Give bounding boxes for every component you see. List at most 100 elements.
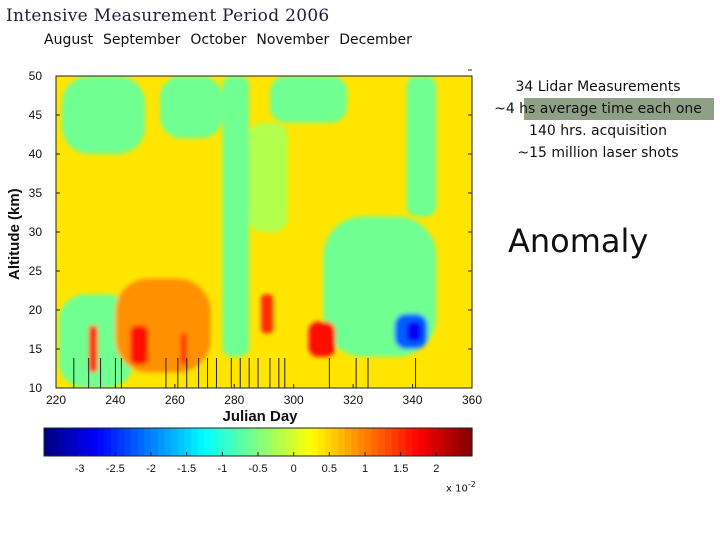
colorbar-segment — [144, 428, 152, 456]
month-label: October — [190, 32, 247, 48]
month-labels: August September October November Decemb… — [44, 32, 412, 48]
colorbar-tick-label: -2.5 — [106, 463, 125, 475]
y-tick-label: 15 — [29, 342, 43, 356]
colorbar-segment — [344, 428, 353, 456]
info-box: 34 Lidar Measurements ~4 hs average time… — [480, 76, 716, 164]
colorbar-segment — [418, 428, 426, 456]
x-tick-label: 260 — [165, 393, 185, 407]
colorbar-segment — [44, 428, 52, 456]
heatmap-region-blue-core — [406, 321, 422, 342]
colorbar-segment — [438, 428, 446, 456]
heatmap-region-upper-cyan-band-2 — [160, 76, 223, 139]
colorbar-segment — [365, 428, 373, 456]
anomaly-label: Anomaly — [508, 222, 649, 260]
info-line: 140 hrs. acquisition — [529, 123, 667, 139]
y-tick-label: 10 — [29, 381, 43, 395]
y-tick-label: 20 — [29, 303, 43, 317]
colorbar-segment — [151, 428, 159, 456]
colorbar-tick-label: 1 — [362, 463, 368, 475]
month-label: December — [339, 32, 412, 48]
colorbar-segment — [117, 428, 125, 456]
x-tick-label: 360 — [462, 393, 482, 407]
colorbar-segment — [391, 428, 400, 456]
colorbar-segment — [130, 428, 139, 456]
month-label: August — [44, 32, 93, 48]
y-tick-label: 40 — [29, 147, 43, 161]
colorbar-segment — [224, 428, 232, 456]
colorbar-segment — [90, 428, 99, 456]
colorbar-exponent-base: x 10 — [446, 483, 468, 495]
colorbar-segment — [278, 428, 286, 456]
colorbar-segment — [405, 428, 413, 456]
highlight-bar — [524, 98, 714, 120]
colorbar-segment — [231, 428, 239, 456]
heatmap-region-red-patch-d — [261, 294, 273, 334]
y-tick-label: 45 — [29, 108, 43, 122]
colorbar-segment — [318, 428, 326, 456]
colorbar-segment — [324, 428, 333, 456]
colorbar-segment — [291, 428, 299, 456]
colorbar-segment — [64, 428, 72, 456]
colorbar-segment — [57, 428, 65, 456]
colorbar-segment — [284, 428, 293, 456]
colorbar-tick-label: 0 — [291, 463, 297, 475]
colorbar-segment — [70, 428, 79, 456]
colorbar-exponent: x 10-2 — [446, 480, 476, 494]
colorbar-segment — [217, 428, 226, 456]
colorbar-segment — [244, 428, 252, 456]
colorbar-segment — [191, 428, 199, 456]
colorbar-tick-label: -2 — [146, 463, 156, 475]
colorbar-segment — [351, 428, 359, 456]
colorbar-segment — [124, 428, 132, 456]
heatmap-region-low-orange-band — [115, 278, 211, 373]
x-tick-label: 220 — [46, 393, 66, 407]
heatmap-region-upper-cyan-band-3 — [269, 76, 348, 123]
colorbar-segment — [338, 428, 346, 456]
colorbar-segment — [184, 428, 192, 456]
y-tick-label: 30 — [29, 225, 43, 239]
colorbar-segment — [271, 428, 279, 456]
colorbar-segment — [458, 428, 466, 456]
colorbar-tick-label: -0.5 — [249, 463, 268, 475]
colorbar-tick-label: -1.5 — [177, 463, 196, 475]
colorbar-segment — [298, 428, 306, 456]
colorbar-tick-label: 2 — [433, 463, 439, 475]
colorbar-segment — [465, 428, 473, 456]
colorbar-segment — [431, 428, 440, 456]
colorbar-segment — [331, 428, 339, 456]
colorbar-tick-label: -1 — [217, 463, 227, 475]
colorbar-segment — [177, 428, 186, 456]
colorbar-segment — [311, 428, 319, 456]
colorbar-segment — [237, 428, 246, 456]
info-line: ~4 hs average time each one — [494, 101, 702, 117]
colorbar-segment — [197, 428, 206, 456]
colorbar-tick-label: 1.5 — [393, 463, 408, 475]
x-axis-label: Julian Day — [222, 408, 298, 425]
colorbar-segment — [110, 428, 119, 456]
colorbar-segment — [104, 428, 112, 456]
colorbar-segment — [164, 428, 172, 456]
month-label: September — [103, 32, 181, 48]
info-line: 34 Lidar Measurements — [515, 79, 681, 95]
heatmap-region-red-patch-c — [180, 333, 187, 365]
colorbar-segment — [97, 428, 105, 456]
slide-title: Intensive Measurement Period 2006 — [6, 6, 330, 26]
colorbar-tick-label: 0.5 — [322, 463, 337, 475]
x-tick-label: 240 — [105, 393, 125, 407]
colorbar-segment — [264, 428, 272, 456]
colorbar-segment — [425, 428, 433, 456]
colorbar-segment — [204, 428, 212, 456]
x-tick-label: 300 — [284, 393, 304, 407]
heatmap-region-red-patch-a — [88, 325, 98, 373]
colorbar-exponent-power: -2 — [467, 480, 476, 489]
heatmap-region-upper-cyan-band — [61, 76, 146, 154]
y-tick-label: 50 — [29, 69, 43, 83]
colorbar-segment — [304, 428, 313, 456]
x-tick-label: 320 — [343, 393, 363, 407]
colorbar-segment — [445, 428, 453, 456]
y-axis-label: Altitude (km) — [6, 188, 23, 280]
heatmap-region-red-patch-b — [130, 325, 149, 365]
colorbar-segment — [84, 428, 92, 456]
colorbar-segment — [211, 428, 219, 456]
